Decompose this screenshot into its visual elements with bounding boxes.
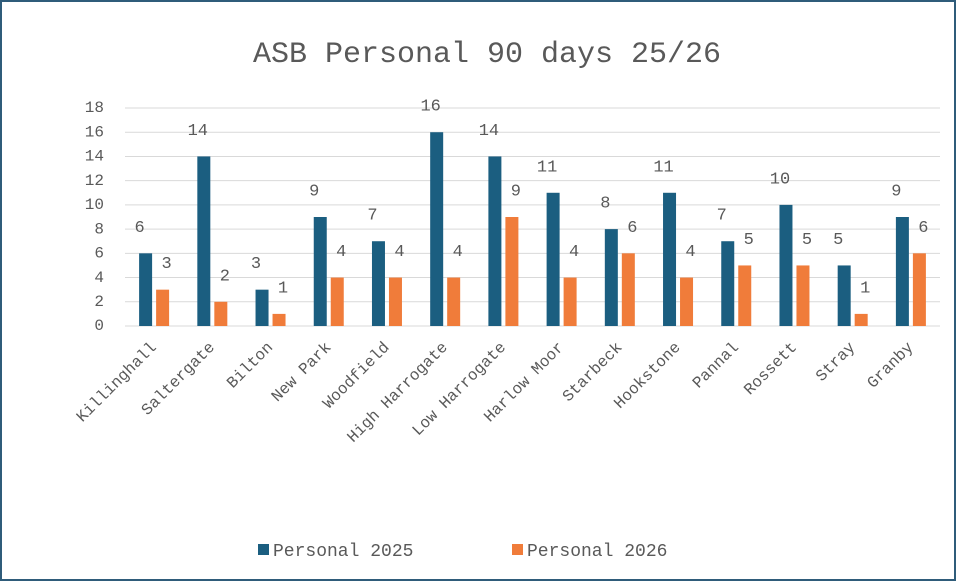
bar (563, 277, 577, 326)
y-tick-label: 2 (94, 293, 104, 311)
bar (139, 253, 153, 326)
bar (255, 289, 269, 326)
data-label: 9 (511, 182, 521, 201)
bar (895, 217, 909, 326)
y-tick-label: 0 (94, 317, 104, 335)
bar (796, 265, 810, 326)
chart-title: ASB Personal 90 days 25/26 (253, 38, 721, 72)
bar (272, 313, 286, 326)
data-label: 5 (802, 231, 812, 250)
bar (330, 277, 344, 326)
legend-swatch (258, 544, 269, 555)
y-tick-label: 16 (85, 123, 104, 141)
bar (738, 265, 752, 326)
bar (854, 313, 868, 326)
data-label: 1 (278, 279, 288, 298)
y-tick-label: 14 (85, 148, 104, 166)
bar (912, 253, 926, 326)
bar (621, 253, 635, 326)
bar (488, 156, 502, 326)
y-tick-label: 10 (85, 196, 104, 214)
y-tick-label: 8 (94, 220, 104, 238)
data-label: 6 (627, 219, 637, 238)
bar (430, 132, 444, 326)
data-label: 14 (479, 122, 499, 141)
data-label: 11 (653, 158, 673, 177)
bar (546, 192, 560, 326)
legend-label: Personal 2026 (527, 542, 667, 562)
y-tick-label: 12 (85, 172, 104, 190)
y-tick-label: 18 (85, 99, 104, 117)
data-label: 3 (251, 255, 261, 274)
data-label: 9 (309, 182, 319, 201)
bar (197, 156, 211, 326)
bar (313, 217, 327, 326)
bar (779, 204, 793, 326)
bar (388, 277, 402, 326)
data-label: 16 (420, 98, 440, 117)
bar (680, 277, 694, 326)
y-tick-label: 4 (94, 269, 104, 287)
data-label: 4 (569, 243, 579, 262)
data-label: 6 (918, 219, 928, 238)
data-label: 7 (717, 207, 727, 226)
data-label: 3 (162, 255, 172, 274)
data-label: 7 (367, 207, 377, 226)
bar (505, 217, 519, 326)
bar (604, 229, 618, 326)
data-label: 4 (336, 243, 346, 262)
data-label: 2 (220, 267, 230, 286)
bar (663, 192, 677, 326)
bar (447, 277, 461, 326)
legend-label: Personal 2025 (273, 542, 413, 562)
data-label: 8 (600, 195, 610, 214)
data-label: 5 (833, 231, 843, 250)
data-label: 1 (860, 279, 870, 298)
bar (371, 241, 385, 326)
y-tick-label: 6 (94, 245, 104, 263)
bar (156, 289, 170, 326)
data-label: 11 (537, 158, 557, 177)
data-label: 5 (744, 231, 754, 250)
data-label: 14 (188, 122, 208, 141)
data-label: 10 (770, 170, 790, 189)
legend-swatch (512, 544, 523, 555)
bar (837, 265, 851, 326)
bar (214, 301, 228, 326)
data-label: 6 (135, 219, 145, 238)
data-label: 4 (394, 243, 404, 262)
data-label: 4 (453, 243, 463, 262)
data-label: 9 (891, 182, 901, 201)
bar (721, 241, 735, 326)
data-label: 4 (685, 243, 695, 262)
